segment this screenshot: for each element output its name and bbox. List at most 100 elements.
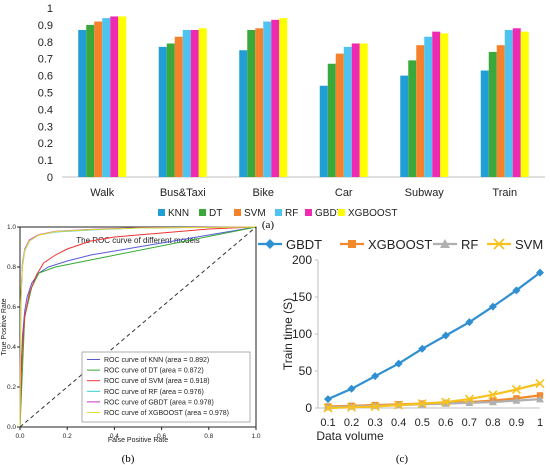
x-tick-label: 0.4 (391, 417, 406, 429)
y-tick-label: 0.8 (7, 264, 16, 271)
bar-dt-subway (408, 60, 417, 177)
y-tick-label: 0.0 (7, 424, 16, 431)
point-gbdt (488, 302, 497, 311)
x-tick-label: 0.6 (438, 417, 453, 429)
y-tick-label: 0.3 (38, 121, 53, 133)
legend-label-gbdt: GBDT (286, 237, 322, 252)
x-tick-label: 0.1 (320, 417, 335, 429)
y-tick-label: 1.0 (7, 224, 16, 231)
point-gbdt (441, 331, 450, 340)
panel-label-c: (c) (396, 453, 409, 465)
x-tick-label: 0.9 (509, 417, 524, 429)
legend-swatch-dt (199, 209, 206, 216)
bar-rf-bike (263, 21, 272, 177)
x-category-label: Train (492, 187, 517, 199)
bar-knn-walk (78, 29, 87, 177)
legend-label-rf: RF (461, 237, 478, 252)
point-svm (511, 384, 522, 395)
train-time-chart-panel: 0 50 100 150 200 0.1 0.2 0.3 0.4 0.5 0.6 0.7 0.8 0.9 1… (258, 237, 545, 443)
legend-label: ROC curve of XGBOOST (area = 0.978) (104, 410, 229, 417)
x-tick-label: 0.2 (63, 433, 72, 440)
legend-label-xgboost: XGBOOST (368, 237, 432, 252)
bar-rf-bustaxi (182, 29, 191, 177)
bar-xgboost-train (520, 31, 529, 177)
x-tick-label: 0.4 (110, 433, 119, 440)
x-tick-label: 0.8 (485, 417, 500, 429)
x-axis-label: Data volume (316, 429, 384, 443)
legend-swatch-gbdt (305, 209, 312, 216)
x-tick-label: 1.0 (251, 433, 260, 440)
point-gbdt (512, 286, 521, 295)
bar-svm-walk (94, 21, 103, 177)
y-tick-label: 0.2 (7, 384, 16, 391)
legend-swatch-rf (275, 209, 282, 216)
bar-rf-car (343, 46, 352, 178)
bar-gbdt-bike (271, 19, 280, 177)
bar-gbdt-train (512, 28, 521, 178)
y-tick-label: 0 (305, 401, 312, 415)
bar-svm-train (496, 45, 505, 178)
y-axis-label: Train time (S) (281, 298, 295, 370)
bar-knn-train (480, 70, 489, 177)
x-category-label: Bus&Taxi (160, 187, 206, 199)
bar-dt-bike (247, 29, 256, 177)
x-tick-label: 1 (537, 417, 543, 429)
x-tick-label: 0.8 (204, 433, 213, 440)
roc-chart-panel: The ROC curve of different models 0.0 0.2 0… (1, 224, 261, 444)
plot-frame (19, 226, 257, 428)
bar-chart-panel: 0 0.1 0.2 0.3 0.4 0.5 0.6 0.7 0.8 0.9 1 Walk Bus&Tax… (38, 3, 545, 219)
x-tick-label: 0.3 (367, 417, 382, 429)
y-tick-label: 0.2 (38, 138, 53, 150)
point-svm (323, 403, 333, 413)
roc-curve-5 (19, 226, 257, 428)
point-gbdt (465, 318, 474, 327)
y-tick-label: 0 (47, 172, 53, 184)
y-tick-label: 0.8 (38, 37, 53, 49)
point-svm (441, 397, 451, 407)
y-tick-label: 100 (292, 327, 312, 341)
chart-title: The ROC curve of different models (76, 236, 199, 245)
y-tick-label: 0.4 (7, 344, 16, 351)
legend-swatch-xgboost (338, 209, 345, 216)
y-tick-label: 0.9 (38, 20, 53, 32)
bar-dt-bustaxi (166, 43, 175, 177)
point-svm (488, 390, 498, 400)
point-rf (512, 396, 521, 404)
chance-diagonal-line (19, 226, 257, 428)
legend-marker-rf (440, 239, 450, 248)
bar-svm-car (335, 53, 344, 177)
bar-xgboost-walk (118, 16, 127, 178)
bar-gbdt-walk (110, 16, 119, 178)
x-tick-label: 0.7 (462, 417, 477, 429)
panel-label-b: (b) (122, 453, 135, 465)
x-tick-label: 0.5 (415, 417, 430, 429)
legend-label-svm: SVM (244, 208, 266, 219)
bar-rf-subway (424, 36, 433, 178)
x-category-label: Walk (90, 187, 115, 199)
legend-label-gbdt: GBDT (315, 208, 343, 219)
legend-swatch-svm (234, 209, 241, 216)
legend-label: ROC curve of GBDT (area = 0.978) (104, 399, 214, 406)
x-category-label: Bike (253, 187, 274, 199)
y-tick-label: 0.4 (38, 104, 53, 116)
bar-gbdt-car (351, 43, 360, 177)
point-svm (346, 402, 357, 412)
bar-knn-bike (239, 50, 248, 177)
roc-curve-1 (19, 226, 257, 428)
y-tick-label: 0.5 (38, 88, 53, 100)
y-tick-label: 150 (292, 290, 312, 304)
point-svm (370, 401, 380, 412)
point-rf (488, 398, 497, 406)
panel-label-a: (a) (262, 219, 275, 231)
bar-knn-car (319, 85, 328, 177)
legend-label: ROC curve of SVM (area = 0.918) (104, 378, 210, 385)
bar-rf-train (504, 29, 513, 177)
point-gbdt (347, 384, 356, 393)
bar-xgboost-bike (279, 18, 288, 177)
point-svm (535, 379, 545, 389)
point-gbdt (418, 344, 427, 353)
bar-rf-walk (102, 18, 111, 177)
legend-label-rf: RF (285, 208, 298, 219)
bar-svm-bustaxi (174, 36, 183, 178)
